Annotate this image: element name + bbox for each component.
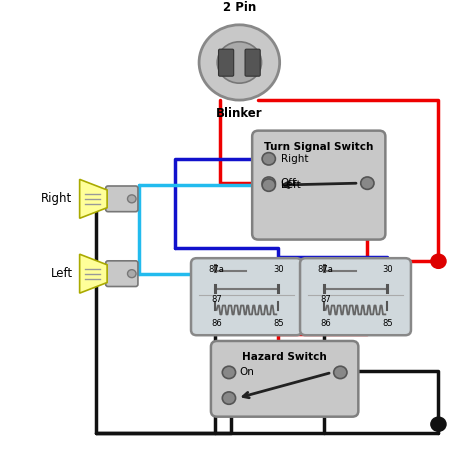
FancyBboxPatch shape xyxy=(191,258,302,335)
Text: Right: Right xyxy=(281,154,308,164)
Text: 86: 86 xyxy=(211,319,222,328)
FancyBboxPatch shape xyxy=(219,49,234,76)
Circle shape xyxy=(199,25,280,100)
Text: 30: 30 xyxy=(382,265,392,275)
Text: Right: Right xyxy=(41,193,73,205)
FancyBboxPatch shape xyxy=(106,261,138,286)
Circle shape xyxy=(222,392,236,404)
Text: Off: Off xyxy=(281,178,296,188)
FancyBboxPatch shape xyxy=(211,341,358,417)
FancyBboxPatch shape xyxy=(300,258,411,335)
Circle shape xyxy=(334,366,347,379)
Circle shape xyxy=(361,177,374,189)
Circle shape xyxy=(262,153,275,165)
Text: Left: Left xyxy=(281,180,301,190)
FancyBboxPatch shape xyxy=(245,49,260,76)
Circle shape xyxy=(431,417,446,431)
Text: 30: 30 xyxy=(273,265,283,275)
Text: 85: 85 xyxy=(382,319,392,328)
FancyBboxPatch shape xyxy=(106,186,138,212)
Text: 2 Pin: 2 Pin xyxy=(223,1,256,14)
Polygon shape xyxy=(80,254,107,293)
Circle shape xyxy=(128,195,136,203)
Circle shape xyxy=(128,270,136,278)
Polygon shape xyxy=(80,179,107,218)
Text: 87: 87 xyxy=(320,295,331,304)
Text: Turn Signal Switch: Turn Signal Switch xyxy=(264,142,374,152)
Circle shape xyxy=(262,177,275,189)
Circle shape xyxy=(222,366,236,379)
Text: Blinker: Blinker xyxy=(216,107,263,120)
Text: 87a: 87a xyxy=(318,265,334,275)
Text: 85: 85 xyxy=(273,319,283,328)
Text: Hazard Switch: Hazard Switch xyxy=(242,352,327,362)
Text: 86: 86 xyxy=(320,319,331,328)
FancyBboxPatch shape xyxy=(252,130,385,240)
Circle shape xyxy=(431,254,446,268)
Circle shape xyxy=(217,42,262,83)
Text: 87: 87 xyxy=(211,295,222,304)
Text: Left: Left xyxy=(50,267,73,280)
Circle shape xyxy=(262,179,275,191)
Text: On: On xyxy=(239,367,254,377)
Text: 87a: 87a xyxy=(209,265,225,275)
